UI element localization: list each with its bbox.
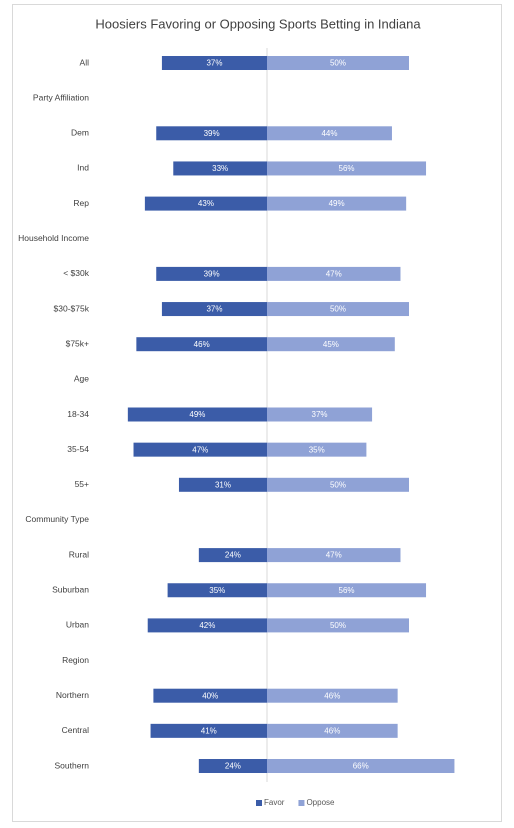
legend-swatch: [298, 800, 305, 806]
category-label: Ind: [77, 163, 89, 173]
category-label: Urban: [66, 620, 89, 630]
bar: [144, 196, 267, 211]
value-label: 39%: [204, 270, 220, 279]
value-label: 46%: [194, 340, 210, 349]
bar: [267, 688, 398, 703]
value-label: 35%: [209, 586, 225, 595]
category-label: Community Type: [25, 514, 89, 524]
category-label: Southern: [55, 760, 90, 770]
bar: [136, 337, 267, 352]
bar: [198, 548, 267, 563]
bar: [267, 759, 455, 773]
category-label: Region: [62, 655, 89, 665]
value-label: 37%: [206, 305, 222, 314]
category-label: Rep: [73, 198, 89, 208]
bar: [173, 161, 267, 176]
bar: [147, 618, 267, 633]
bar: [267, 337, 395, 352]
value-label: 50%: [330, 480, 346, 489]
bar: [267, 302, 409, 317]
value-label: 56%: [339, 586, 355, 595]
value-label: 41%: [201, 726, 217, 735]
bar: [156, 126, 267, 141]
legend-label: Oppose: [306, 798, 335, 807]
value-label: 50%: [330, 59, 346, 68]
category-label: < $30k: [63, 268, 90, 278]
bar: [161, 56, 267, 70]
value-label: 24%: [225, 762, 241, 771]
legend-label: Favor: [264, 798, 285, 807]
bar: [267, 196, 407, 211]
bar: [267, 126, 392, 141]
bar: [267, 723, 398, 738]
category-label: 35-54: [67, 444, 89, 454]
value-label: 37%: [312, 410, 328, 419]
category-label: Northern: [56, 690, 89, 700]
value-label: 46%: [324, 726, 340, 735]
value-label: 56%: [339, 164, 355, 173]
value-label: 49%: [189, 410, 205, 419]
category-label: 18-34: [67, 409, 89, 419]
value-label: 44%: [321, 129, 337, 138]
value-label: 49%: [329, 199, 345, 208]
value-label: 24%: [225, 551, 241, 560]
value-label: 50%: [330, 621, 346, 630]
category-label: All: [80, 57, 90, 67]
category-label: Party Affiliation: [33, 92, 89, 102]
bar: [153, 688, 267, 703]
bar: [267, 266, 401, 281]
bar: [127, 407, 267, 422]
category-label: Rural: [69, 549, 89, 559]
chart-title: Hoosiers Favoring or Opposing Sports Bet…: [95, 16, 421, 31]
category-label: Suburban: [52, 585, 89, 595]
value-label: 66%: [353, 762, 369, 771]
bar: [150, 723, 267, 738]
category-label: Dem: [71, 128, 89, 138]
value-label: 45%: [323, 340, 339, 349]
value-label: 47%: [326, 270, 342, 279]
category-label: Age: [74, 374, 89, 384]
category-label: Household Income: [18, 233, 89, 243]
value-label: 43%: [198, 199, 214, 208]
bar: [133, 442, 267, 457]
bar: [167, 583, 267, 598]
bar: [267, 161, 427, 176]
value-label: 42%: [199, 621, 215, 630]
category-label: $30-$75k: [54, 303, 90, 313]
bar: [267, 56, 409, 70]
category-label: $75k+: [66, 338, 89, 348]
bar: [198, 759, 267, 773]
category-label: 55+: [75, 479, 89, 489]
value-label: 40%: [202, 691, 218, 700]
value-label: 37%: [206, 59, 222, 68]
value-label: 31%: [215, 480, 231, 489]
value-label: 46%: [324, 691, 340, 700]
bar: [267, 618, 409, 633]
bar: [267, 477, 409, 492]
bar: [267, 583, 427, 598]
value-label: 33%: [212, 164, 228, 173]
value-label: 47%: [326, 551, 342, 560]
value-label: 47%: [192, 445, 208, 454]
bar: [267, 548, 401, 563]
bar: [178, 477, 267, 492]
value-label: 35%: [309, 445, 325, 454]
bar: [161, 302, 267, 317]
legend-swatch: [256, 800, 262, 806]
bar: [267, 442, 367, 457]
category-label: Central: [62, 725, 90, 735]
bar: [156, 266, 267, 281]
bar: [267, 407, 373, 422]
value-label: 50%: [330, 305, 346, 314]
value-label: 39%: [204, 129, 220, 138]
